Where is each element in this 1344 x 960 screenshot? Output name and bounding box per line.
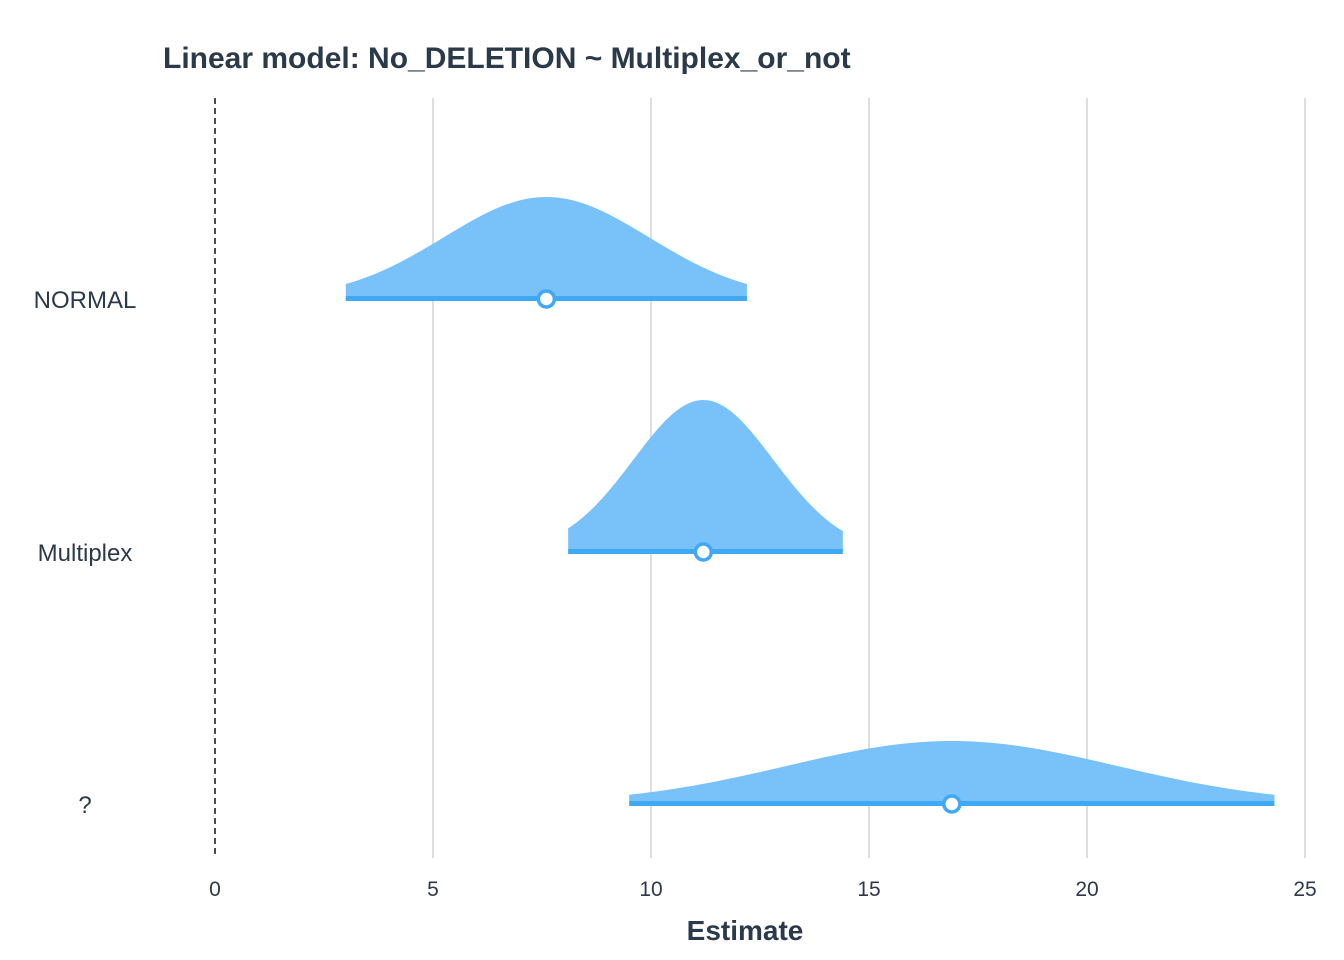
x-tick-label: 5: [427, 878, 439, 901]
density-shape: [345, 197, 747, 299]
grid-layer: [432, 98, 1306, 858]
category-label: ?: [78, 792, 91, 819]
category-label: Multiplex: [38, 540, 133, 567]
x-tick-label: 15: [857, 878, 880, 901]
x-tick-label: 10: [639, 878, 662, 901]
density-shape: [568, 400, 843, 552]
x-tick-label: 25: [1293, 878, 1316, 901]
x-axis-title: Estimate: [687, 915, 804, 946]
point-estimate: [536, 289, 557, 309]
chart-title: Linear model: No_DELETION ~ Multiplex_or…: [163, 42, 851, 75]
point-estimate: [693, 542, 714, 562]
category-label: NORMAL: [34, 287, 137, 314]
category-label-layer: NORMAL Multiplex?: [34, 287, 137, 819]
x-tick-label: 0: [209, 878, 221, 901]
density-shape: [629, 741, 1275, 804]
point-estimate: [942, 794, 962, 814]
series-group: [345, 197, 747, 309]
series-group: [568, 400, 843, 562]
series-layer: [345, 197, 1275, 814]
series-group: [629, 741, 1275, 814]
x-tick-label: 20: [1075, 878, 1098, 901]
x-tick-layer: 0 5 10 15 20 25: [209, 878, 1317, 901]
